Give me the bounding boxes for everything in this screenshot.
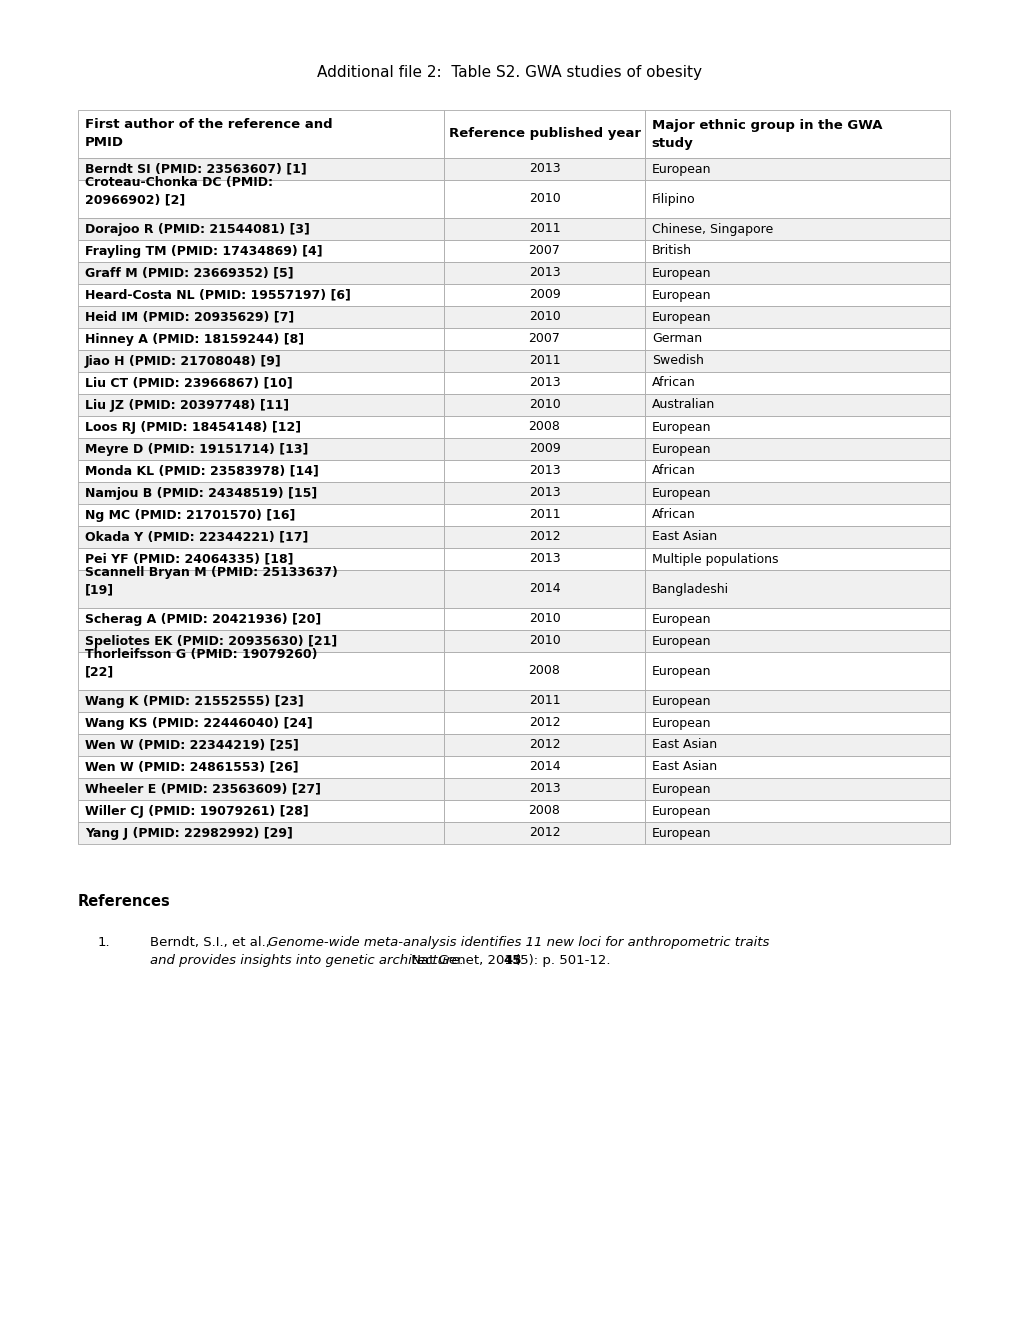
Bar xyxy=(644,777,949,800)
Text: Filipino: Filipino xyxy=(651,193,695,206)
Bar xyxy=(644,261,949,284)
Text: 2012: 2012 xyxy=(528,738,559,751)
Bar xyxy=(444,261,644,284)
Bar xyxy=(444,158,644,180)
Bar xyxy=(444,570,644,609)
Text: 2012: 2012 xyxy=(528,531,559,544)
Text: European: European xyxy=(651,310,710,323)
Bar xyxy=(644,630,949,652)
Text: Croteau-Chonka DC (PMID:
20966902) [2]: Croteau-Chonka DC (PMID: 20966902) [2] xyxy=(85,176,273,207)
Text: European: European xyxy=(651,162,710,176)
Text: References: References xyxy=(77,894,170,909)
Text: 2012: 2012 xyxy=(528,826,559,840)
Text: Scannell Bryan M (PMID: 25133637)
[19]: Scannell Bryan M (PMID: 25133637) [19] xyxy=(85,566,337,597)
Bar xyxy=(444,459,644,482)
Bar xyxy=(77,261,444,284)
Bar xyxy=(644,482,949,504)
Bar xyxy=(77,416,444,438)
Bar xyxy=(77,690,444,711)
Bar xyxy=(644,711,949,734)
Text: (5): p. 501-12.: (5): p. 501-12. xyxy=(515,954,609,968)
Text: Meyre D (PMID: 19151714) [13]: Meyre D (PMID: 19151714) [13] xyxy=(85,442,308,455)
Text: Wheeler E (PMID: 23563609) [27]: Wheeler E (PMID: 23563609) [27] xyxy=(85,783,321,796)
Bar xyxy=(444,734,644,756)
Bar xyxy=(644,570,949,609)
Text: German: German xyxy=(651,333,701,346)
Bar xyxy=(444,306,644,327)
Bar xyxy=(644,327,949,350)
Text: 2013: 2013 xyxy=(528,376,559,389)
Text: Jiao H (PMID: 21708048) [9]: Jiao H (PMID: 21708048) [9] xyxy=(85,355,281,367)
Bar xyxy=(444,630,644,652)
Text: European: European xyxy=(651,421,710,433)
Bar xyxy=(444,690,644,711)
Text: Major ethnic group in the GWA
study: Major ethnic group in the GWA study xyxy=(651,119,881,149)
Text: Wen W (PMID: 24861553) [26]: Wen W (PMID: 24861553) [26] xyxy=(85,760,299,774)
Text: Liu JZ (PMID: 20397748) [11]: Liu JZ (PMID: 20397748) [11] xyxy=(85,399,288,412)
Text: European: European xyxy=(651,442,710,455)
Text: 2008: 2008 xyxy=(528,421,559,433)
Text: 2007: 2007 xyxy=(528,244,559,257)
Text: 2010: 2010 xyxy=(528,399,559,412)
Bar xyxy=(77,306,444,327)
Text: Pei YF (PMID: 24064335) [18]: Pei YF (PMID: 24064335) [18] xyxy=(85,553,293,565)
Bar xyxy=(77,459,444,482)
Text: Hinney A (PMID: 18159244) [8]: Hinney A (PMID: 18159244) [8] xyxy=(85,333,304,346)
Bar xyxy=(644,548,949,570)
Text: European: European xyxy=(651,804,710,817)
Bar xyxy=(77,548,444,570)
Bar xyxy=(644,652,949,690)
Bar xyxy=(77,609,444,630)
Bar xyxy=(77,350,444,372)
Bar xyxy=(77,218,444,240)
Text: 2010: 2010 xyxy=(528,310,559,323)
Text: Berndt, S.I., et al.,: Berndt, S.I., et al., xyxy=(150,936,274,949)
Text: Additional file 2:  Table S2. GWA studies of obesity: Additional file 2: Table S2. GWA studies… xyxy=(317,65,702,79)
Text: Chinese, Singapore: Chinese, Singapore xyxy=(651,223,772,235)
Text: 2013: 2013 xyxy=(528,487,559,499)
Bar xyxy=(77,393,444,416)
Text: East Asian: East Asian xyxy=(651,531,716,544)
Text: Monda KL (PMID: 23583978) [14]: Monda KL (PMID: 23583978) [14] xyxy=(85,465,319,478)
Text: First author of the reference and
PMID: First author of the reference and PMID xyxy=(85,119,332,149)
Bar xyxy=(77,711,444,734)
Text: Namjou B (PMID: 24348519) [15]: Namjou B (PMID: 24348519) [15] xyxy=(85,487,317,499)
Text: Bangladeshi: Bangladeshi xyxy=(651,582,729,595)
Text: 2009: 2009 xyxy=(528,289,559,301)
Text: Australian: Australian xyxy=(651,399,714,412)
Text: Graff M (PMID: 23669352) [5]: Graff M (PMID: 23669352) [5] xyxy=(85,267,293,280)
Text: 2010: 2010 xyxy=(528,612,559,626)
Text: Wang KS (PMID: 22446040) [24]: Wang KS (PMID: 22446040) [24] xyxy=(85,717,313,730)
Bar xyxy=(444,393,644,416)
Text: 2014: 2014 xyxy=(528,582,559,595)
Bar xyxy=(444,777,644,800)
Bar xyxy=(77,777,444,800)
Bar xyxy=(644,800,949,822)
Bar xyxy=(644,822,949,843)
Bar xyxy=(444,482,644,504)
Bar xyxy=(444,180,644,218)
Bar xyxy=(77,240,444,261)
Bar xyxy=(77,734,444,756)
Text: Dorajoo R (PMID: 21544081) [3]: Dorajoo R (PMID: 21544081) [3] xyxy=(85,223,310,235)
Bar xyxy=(77,800,444,822)
Bar xyxy=(644,350,949,372)
Bar xyxy=(77,504,444,525)
Bar xyxy=(77,525,444,548)
Bar xyxy=(644,609,949,630)
Bar xyxy=(77,180,444,218)
Bar xyxy=(444,284,644,306)
Text: African: African xyxy=(651,465,695,478)
Text: 2013: 2013 xyxy=(528,465,559,478)
Text: Nat Genet, 2013.: Nat Genet, 2013. xyxy=(407,954,529,968)
Text: Okada Y (PMID: 22344221) [17]: Okada Y (PMID: 22344221) [17] xyxy=(85,531,308,544)
Text: 2011: 2011 xyxy=(528,694,559,708)
Text: European: European xyxy=(651,289,710,301)
Bar xyxy=(77,110,444,158)
Text: 2010: 2010 xyxy=(528,635,559,648)
Text: 2012: 2012 xyxy=(528,717,559,730)
Bar xyxy=(644,459,949,482)
Text: Wang K (PMID: 21552555) [23]: Wang K (PMID: 21552555) [23] xyxy=(85,694,304,708)
Text: Loos RJ (PMID: 18454148) [12]: Loos RJ (PMID: 18454148) [12] xyxy=(85,421,301,433)
Text: and provides insights into genetic architecture.: and provides insights into genetic archi… xyxy=(150,954,464,968)
